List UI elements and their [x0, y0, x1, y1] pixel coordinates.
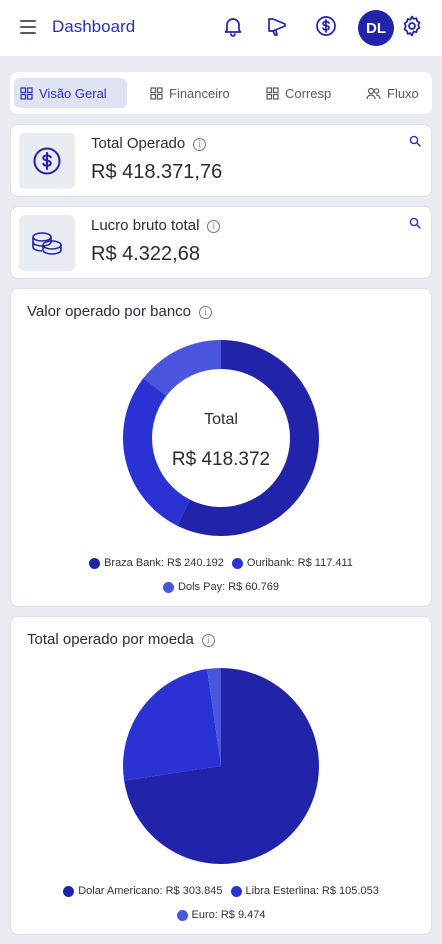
slice-dols-pay[interactable]: [143, 340, 221, 396]
legend-row: Dolar Americano: R$ 303.845 Libra Esterl…: [11, 885, 431, 897]
info-icon[interactable]: i: [201, 634, 215, 647]
donut-center-label: Total: [204, 411, 238, 428]
avatar[interactable]: DL: [358, 10, 394, 46]
search-icon[interactable]: [409, 217, 421, 229]
stat-label-text: Lucro bruto total: [91, 217, 200, 234]
stat-icon-box: [19, 215, 75, 271]
stat-value: R$ 418.371,76: [91, 161, 223, 183]
gear-icon[interactable]: [400, 14, 424, 38]
legend-dot: [231, 557, 243, 569]
legend-dot: [230, 885, 242, 897]
tab-label: Fluxo: [387, 85, 419, 101]
legend-item[interactable]: Dols Pay: R$ 60.769: [163, 581, 279, 593]
chart-title: Valor operado por banco i: [27, 303, 213, 320]
legend-dot: [63, 885, 75, 897]
tab-fluxo[interactable]: Fluxo: [360, 78, 425, 108]
tab-financeiro[interactable]: Financeiro: [144, 78, 236, 108]
coins-icon: [32, 232, 62, 255]
stat-label: Lucro bruto total i: [91, 217, 221, 234]
slice-braza-bank[interactable]: [176, 340, 319, 536]
tab-label: Financeiro: [169, 85, 230, 101]
stat-icon-box: [19, 133, 75, 189]
users-icon: [366, 87, 381, 99]
legend-row: Dols Pay: R$ 60.769: [11, 581, 431, 593]
legend-label: Libra Esterlina: R$ 105.053: [245, 885, 379, 897]
legend-label: Ouribank: R$ 117.411: [246, 557, 353, 569]
stat-value: R$ 4.322,68: [91, 243, 200, 265]
info-icon[interactable]: i: [193, 138, 207, 151]
megaphone-icon[interactable]: [266, 14, 290, 38]
bank-donut-chart: Total R$ 418.372: [123, 340, 319, 536]
legend-item[interactable]: Dolar Americano: R$ 303.845: [63, 885, 223, 897]
legend-dot: [176, 909, 188, 921]
legend-dot: [163, 581, 175, 593]
currency-chart-card: Total operado por moeda i Dolar Americano…: [10, 616, 432, 935]
tab-label: Corresp: [285, 85, 332, 101]
stat-label: Total Operado i: [91, 135, 207, 152]
legend-label: Euro: R$ 9.474: [191, 909, 266, 921]
legend-row: Braza Bank: R$ 240.192 Ouribank: R$ 117.…: [11, 557, 431, 569]
page-title: Dashboard: [52, 17, 136, 36]
chart-title-text: Total operado por moeda: [27, 631, 194, 648]
legend-item[interactable]: Braza Bank: R$ 240.192: [89, 557, 224, 569]
donut-center-value: R$ 418.372: [172, 449, 270, 470]
bank-chart-card: Valor operado por banco i Total R$ 418.37…: [10, 288, 432, 607]
slice-ouribank[interactable]: [123, 378, 191, 526]
legend-label: Dolar Americano: R$ 303.845: [78, 885, 223, 897]
legend-row: Euro: R$ 9.474: [11, 909, 431, 921]
chart-title: Total operado por moeda i: [27, 631, 215, 648]
info-icon[interactable]: i: [199, 306, 213, 319]
grid-icon: [266, 86, 279, 100]
grid-icon: [150, 86, 163, 100]
legend-dot: [89, 557, 101, 569]
top-header: Dashboard DL: [0, 0, 442, 56]
stat-label-text: Total Operado: [91, 135, 186, 152]
legend-label: Dols Pay: R$ 60.769: [178, 581, 279, 593]
tab-visao-geral[interactable]: Visão Geral: [14, 78, 127, 108]
menu-icon[interactable]: [20, 20, 36, 34]
slice-dolar-americano[interactable]: [124, 668, 320, 864]
legend-item[interactable]: Ouribank: R$ 117.411: [231, 557, 353, 569]
slice-euro[interactable]: [207, 668, 221, 766]
legend-label: Braza Bank: R$ 240.192: [104, 557, 224, 569]
search-icon[interactable]: [409, 135, 421, 147]
currency-pie-chart: [123, 668, 320, 864]
grid-icon: [20, 86, 33, 100]
legend-item[interactable]: Euro: R$ 9.474: [176, 909, 266, 921]
dollar-circle-icon: [33, 147, 61, 175]
legend-item[interactable]: Libra Esterlina: R$ 105.053: [230, 885, 379, 897]
info-icon[interactable]: i: [207, 220, 221, 233]
lucro-bruto-card: Lucro bruto total i R$ 4.322,68: [10, 206, 432, 279]
tab-bar: Visão Geral Financeiro Corresp Fluxo: [10, 72, 432, 114]
chart-title-text: Valor operado por banco: [27, 303, 192, 320]
tab-label: Visão Geral: [39, 85, 107, 101]
dollar-icon[interactable]: [314, 14, 338, 38]
bell-icon[interactable]: [221, 14, 245, 38]
tab-corresp[interactable]: Corresp: [260, 78, 337, 108]
total-operado-card: Total Operado i R$ 418.371,76: [10, 124, 432, 197]
slice-libra-esterlina[interactable]: [123, 668, 221, 781]
